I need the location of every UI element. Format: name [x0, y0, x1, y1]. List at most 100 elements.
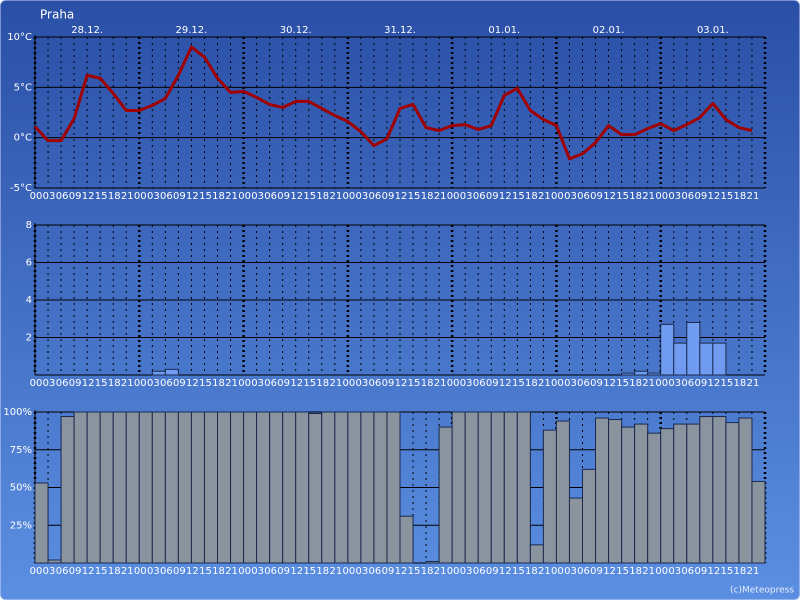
bar: [477, 411, 492, 564]
x-tick-label: 06: [56, 191, 69, 202]
x-tick-label: 06: [160, 566, 173, 577]
x-tick-label: 09: [694, 191, 707, 202]
x-tick-label: 15: [303, 566, 316, 577]
x-tick-label: 12: [395, 378, 408, 389]
x-tick-label: 12: [707, 566, 720, 577]
credit: (c)Meteopress: [730, 586, 794, 596]
x-tick-label: 09: [694, 566, 707, 577]
x-tick-label: 06: [577, 191, 590, 202]
x-tick-label: 06: [473, 378, 486, 389]
bar: [360, 411, 375, 564]
x-tick-label: 03: [564, 566, 577, 577]
bar: [256, 411, 271, 564]
x-tick-label: 09: [694, 378, 707, 389]
x-tick-label: 21: [121, 378, 134, 389]
x-tick-label: 03: [43, 566, 56, 577]
x-tick-label: 15: [616, 566, 629, 577]
x-tick-label: 15: [95, 378, 108, 389]
y-tick-label: 5°C: [14, 82, 32, 93]
x-tick-label: 09: [173, 378, 186, 389]
x-tick-label: 21: [642, 378, 655, 389]
x-tick-label: 00: [447, 566, 460, 577]
x-tick-label: 15: [721, 378, 734, 389]
bar: [243, 411, 258, 564]
bar: [751, 480, 766, 564]
bar: [269, 411, 284, 564]
bar: [699, 342, 714, 376]
x-tick-label: 06: [369, 378, 382, 389]
bar: [86, 411, 101, 564]
x-tick-label: 06: [681, 191, 694, 202]
bar: [490, 411, 505, 564]
bar: [177, 411, 192, 564]
x-tick-label: 15: [512, 378, 525, 389]
x-tick-label: 06: [264, 566, 277, 577]
x-tick-label: 03: [43, 378, 56, 389]
y-tick-label: 25%: [10, 520, 32, 531]
x-tick-label: 09: [382, 191, 395, 202]
bar: [190, 411, 205, 564]
x-tick-label: 00: [134, 378, 147, 389]
x-tick-label: 21: [329, 566, 342, 577]
bar: [321, 411, 336, 564]
bar: [373, 411, 388, 564]
x-tick-label: 09: [382, 566, 395, 577]
x-tick-label: 18: [316, 566, 329, 577]
bar: [568, 497, 584, 564]
bar: [112, 411, 127, 564]
bar: [634, 423, 649, 564]
x-tick-label: 15: [303, 191, 316, 202]
bar: [516, 411, 531, 564]
x-tick-label: 06: [160, 378, 173, 389]
bar: [699, 416, 714, 564]
x-tick-label: 12: [186, 566, 199, 577]
x-tick-label: 09: [590, 566, 603, 577]
x-tick-label: 03: [251, 378, 264, 389]
bar: [686, 423, 701, 564]
x-tick-label: 00: [551, 566, 564, 577]
x-tick-label: 00: [551, 378, 564, 389]
day-label: 28.12.: [71, 25, 103, 36]
x-tick-label: 06: [264, 191, 277, 202]
bar: [634, 370, 649, 376]
day-label: 03.01.: [697, 25, 729, 36]
x-tick-label: 18: [734, 566, 747, 577]
x-tick-label: 18: [421, 378, 434, 389]
x-tick-label: 12: [707, 191, 720, 202]
x-tick-label: 03: [668, 378, 681, 389]
bar: [647, 372, 662, 376]
x-tick-label: 09: [277, 566, 290, 577]
x-tick-label: 18: [734, 191, 747, 202]
x-tick-label: 00: [238, 566, 251, 577]
x-tick-label: 06: [264, 378, 277, 389]
bar: [230, 411, 245, 564]
bar: [164, 368, 179, 376]
x-tick-label: 21: [434, 191, 447, 202]
x-tick-label: 09: [173, 566, 186, 577]
x-tick-label: 15: [95, 566, 108, 577]
bar: [660, 323, 675, 376]
x-tick-label: 06: [473, 191, 486, 202]
x-tick-label: 03: [43, 191, 56, 202]
day-label: 02.01.: [593, 25, 625, 36]
x-tick-label: 15: [408, 378, 421, 389]
bar: [60, 416, 75, 564]
x-tick-label: 03: [564, 378, 577, 389]
x-tick-label: 21: [225, 566, 238, 577]
bar: [542, 429, 557, 564]
chart-title: Praha: [40, 8, 74, 22]
x-tick-label: 12: [499, 191, 512, 202]
x-tick-label: 12: [499, 378, 512, 389]
x-tick-label: 21: [121, 191, 134, 202]
bar: [125, 411, 140, 564]
bar: [334, 411, 349, 564]
x-tick-label: 12: [603, 566, 616, 577]
x-tick-label: 15: [408, 566, 421, 577]
x-tick-label: 06: [369, 191, 382, 202]
y-tick-label: 6: [26, 258, 32, 269]
x-tick-label: 03: [251, 566, 264, 577]
bar: [621, 372, 636, 376]
x-tick-label: 21: [747, 566, 760, 577]
x-tick-label: 21: [225, 191, 238, 202]
